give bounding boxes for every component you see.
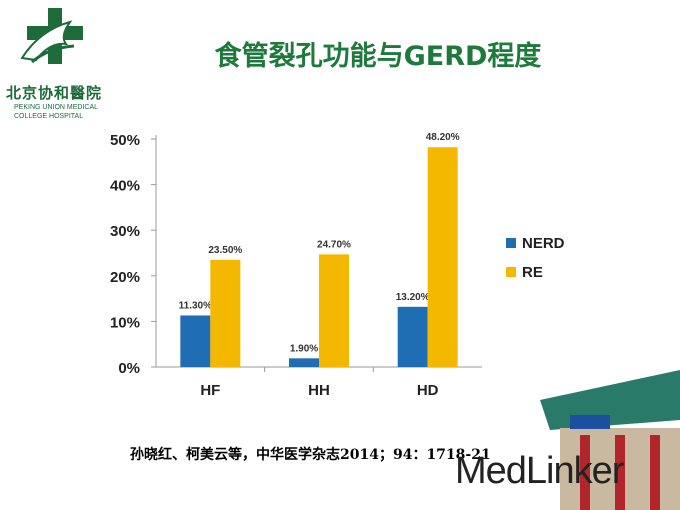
logo-emblem-icon <box>20 8 83 64</box>
bar-re-hf <box>210 259 241 367</box>
legend-label-re: RE <box>522 264 543 281</box>
bar-nerd-hd <box>397 306 428 367</box>
logo-english-line2: COLLEGE HOSPITAL <box>14 113 84 120</box>
bar-re-hh <box>319 254 349 367</box>
legend-swatch-nerd <box>506 238 516 248</box>
data-label: 13.20% <box>396 292 430 303</box>
bar-nerd-hh <box>289 358 319 367</box>
data-label: 24.70% <box>317 239 351 250</box>
y-tick-label: 0% <box>118 360 140 377</box>
legend-label-nerd: NERD <box>522 235 565 252</box>
hospital-logo: 北京协和醫院 PEKING UNION MEDICAL COLLEGE HOSP… <box>0 0 118 128</box>
slide-title: 食管裂孔功能与GERD程度 <box>214 41 542 72</box>
data-label: 1.90% <box>290 343 318 354</box>
watermark-text: MedLinker <box>455 450 624 492</box>
data-label: 11.30% <box>179 300 212 311</box>
x-tick-label: HD <box>417 382 439 399</box>
y-tick-label: 30% <box>110 223 140 240</box>
bar-re-hd <box>427 147 458 367</box>
citation-text: 孙晓红、柯美云等，中华医学杂志2014；94：1718-21 <box>130 447 491 463</box>
y-tick-label: 20% <box>110 269 140 286</box>
temple-building-image <box>540 370 680 510</box>
y-tick-label: 10% <box>110 314 140 331</box>
bar-nerd-hf <box>180 315 211 367</box>
y-tick-label: 40% <box>110 178 140 195</box>
x-tick-label: HF <box>200 382 220 399</box>
y-tick-label: 50% <box>110 132 140 149</box>
data-label: 23.50% <box>208 245 242 256</box>
legend-swatch-re <box>506 267 516 277</box>
data-label: 48.20% <box>426 132 460 143</box>
x-tick-label: HH <box>308 382 330 399</box>
logo-english-line1: PEKING UNION MEDICAL <box>14 104 99 111</box>
logo-chinese-name: 北京协和醫院 <box>6 84 103 102</box>
